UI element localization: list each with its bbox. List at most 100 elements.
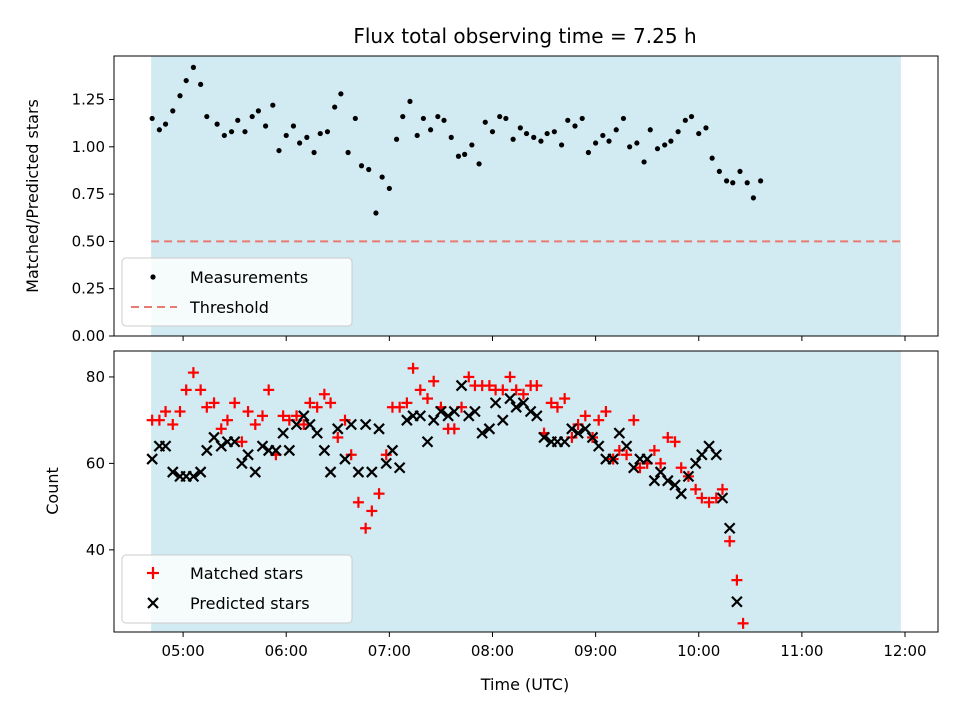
matched-star-point bbox=[298, 418, 310, 430]
matched-star-point bbox=[187, 367, 199, 379]
legend-box bbox=[121, 257, 353, 327]
matched-star-point bbox=[579, 410, 591, 422]
measurement-point bbox=[170, 108, 176, 114]
predicted-star-point bbox=[566, 423, 578, 435]
measurement-point bbox=[489, 129, 496, 135]
y-tick-label: 0.75 bbox=[72, 185, 105, 203]
matched-star-point bbox=[545, 397, 557, 409]
matched-star-point bbox=[448, 423, 460, 435]
predicted-star-point bbox=[373, 423, 385, 435]
matched-star-point bbox=[160, 406, 172, 418]
predicted-star-point bbox=[572, 427, 584, 439]
measurement-point bbox=[262, 123, 269, 129]
predicted-star-point bbox=[504, 392, 516, 405]
matched-star-point bbox=[510, 384, 522, 396]
measurement-point bbox=[324, 129, 331, 135]
predicted-star-point bbox=[510, 401, 522, 413]
matched-star-point bbox=[716, 483, 728, 495]
predicted-star-point bbox=[586, 431, 599, 444]
measurement-point bbox=[688, 113, 695, 120]
predicted-star-point bbox=[167, 466, 179, 478]
matched-star-point bbox=[257, 410, 269, 422]
predicted-star-point bbox=[627, 461, 640, 474]
measurement-point bbox=[662, 142, 668, 148]
matched-star-point bbox=[180, 384, 192, 396]
measurement-point bbox=[228, 129, 235, 135]
matched-star-point bbox=[229, 397, 241, 409]
measurement-point bbox=[730, 180, 736, 186]
measurement-point bbox=[613, 127, 619, 133]
predicted-star-point bbox=[359, 418, 372, 431]
measurement-point bbox=[190, 64, 197, 70]
legend-label-matched: Matched stars bbox=[190, 564, 303, 583]
matched-star-point bbox=[504, 371, 516, 383]
y-tick-label: 60 bbox=[86, 454, 105, 472]
matched-star-point bbox=[517, 388, 529, 400]
y-tick-label: 0.25 bbox=[72, 280, 105, 298]
predicted-star-point bbox=[462, 410, 475, 422]
matched-star-point bbox=[153, 414, 165, 426]
predicted-star-point bbox=[236, 457, 248, 470]
predicted-star-point bbox=[386, 444, 399, 457]
matched-star-point bbox=[710, 492, 722, 504]
legend-label-predicted: Predicted stars bbox=[190, 594, 310, 613]
predicted-star-point bbox=[311, 427, 323, 439]
predicted-star-point bbox=[469, 405, 481, 418]
predicted-star-point bbox=[159, 440, 172, 452]
matched-star-point bbox=[648, 444, 660, 456]
measurement-point bbox=[249, 113, 255, 120]
matched-star-point bbox=[662, 431, 674, 443]
measurement-point bbox=[276, 147, 282, 154]
predicted-star-point bbox=[228, 436, 241, 448]
measurement-point bbox=[435, 113, 441, 120]
predicted-star-point bbox=[558, 436, 571, 448]
x-tick-label: 10:00 bbox=[677, 642, 720, 660]
matched-star-point bbox=[696, 492, 708, 504]
measurement-point bbox=[703, 125, 709, 131]
predicted-star-point bbox=[731, 595, 743, 608]
measurement-point bbox=[551, 129, 557, 135]
matched-star-point bbox=[291, 410, 303, 422]
measurement-point bbox=[162, 121, 169, 127]
measurement-point bbox=[221, 132, 227, 139]
predicted-star-point bbox=[607, 453, 619, 465]
predicted-star-point bbox=[393, 461, 406, 474]
measurement-point bbox=[311, 149, 317, 156]
predicted-star-point bbox=[270, 444, 282, 457]
measurement-point bbox=[696, 130, 702, 137]
measurement-point bbox=[647, 127, 653, 133]
matched-star-point bbox=[703, 496, 715, 508]
measurement-point bbox=[565, 117, 571, 123]
measurement-point bbox=[497, 113, 503, 120]
measurement-point bbox=[204, 113, 210, 120]
measurement-point bbox=[414, 132, 420, 139]
predicted-star-point bbox=[662, 474, 674, 487]
matched-star-point bbox=[201, 401, 213, 413]
measurement-point bbox=[214, 121, 220, 127]
matched-star-point bbox=[249, 418, 261, 430]
matched-star-point bbox=[497, 384, 509, 396]
measurement-point bbox=[544, 130, 550, 137]
predicted-star-point bbox=[442, 410, 454, 422]
predicted-star-point bbox=[448, 405, 461, 418]
measurement-point bbox=[400, 113, 406, 120]
predicted-star-point bbox=[723, 522, 736, 535]
matched-star-point bbox=[669, 436, 681, 448]
measurement-point bbox=[675, 129, 681, 135]
measurement-point bbox=[716, 168, 722, 175]
predicted-star-point bbox=[215, 440, 228, 452]
y-tick-label: 80 bbox=[86, 368, 105, 386]
measurement-point bbox=[373, 210, 379, 216]
measurement-point bbox=[606, 138, 612, 144]
measurement-point bbox=[510, 136, 516, 142]
measurement-point bbox=[744, 180, 750, 186]
matched-star-point bbox=[628, 414, 640, 426]
measurement-point bbox=[600, 132, 606, 139]
matched-star-point bbox=[422, 393, 434, 405]
predicted-star-point bbox=[455, 379, 468, 392]
measurement-point bbox=[517, 125, 523, 131]
measurement-point bbox=[332, 104, 338, 110]
predicted-star-point bbox=[497, 414, 509, 426]
predicted-star-point bbox=[277, 427, 289, 439]
